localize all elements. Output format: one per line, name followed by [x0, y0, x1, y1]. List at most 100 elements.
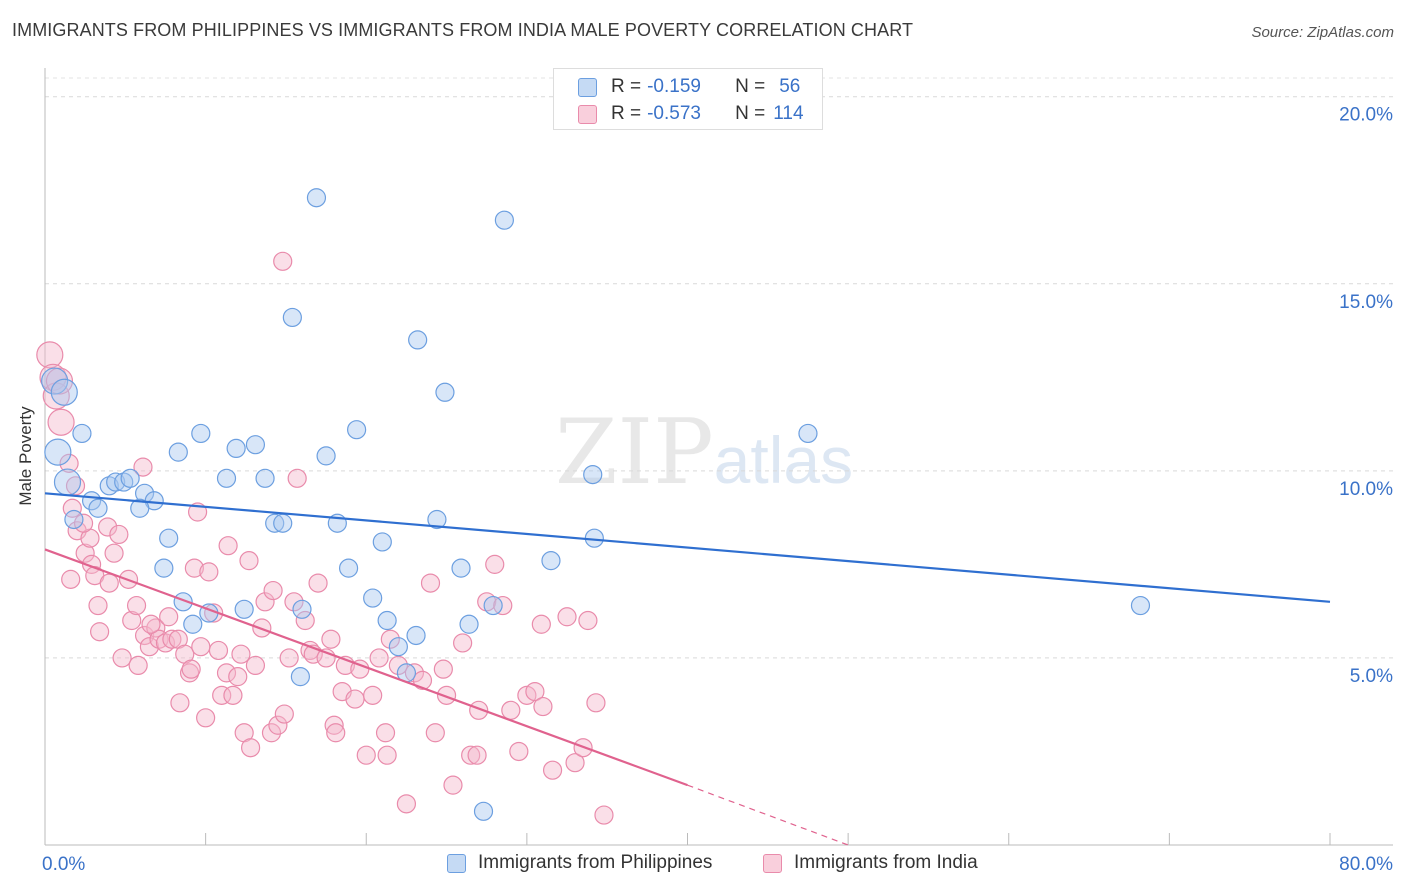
- india-point: [263, 580, 283, 601]
- chart-title: IMMIGRANTS FROM PHILIPPINES VS IMMIGRANT…: [12, 20, 914, 40]
- philippines-point: [226, 438, 246, 459]
- india-point: [134, 625, 155, 646]
- india-point: [287, 468, 307, 488]
- philippines-legend-label: Immigrants from Philippines: [478, 852, 713, 873]
- watermark-zip: ZIP: [555, 400, 714, 505]
- india-point: [212, 685, 232, 705]
- india-point: [493, 595, 513, 616]
- india-r-label: R =: [611, 103, 642, 124]
- philippines-point: [216, 468, 237, 488]
- philippines-point: [154, 558, 174, 578]
- india-trend-extension: [687, 784, 849, 846]
- india-point: [433, 659, 453, 679]
- india-point: [274, 704, 294, 724]
- india-point: [75, 543, 95, 563]
- india-point: [542, 760, 563, 780]
- source-credit: Source: ZipAtlas.com: [1251, 24, 1394, 41]
- philippines-point: [372, 532, 392, 552]
- india-point: [216, 663, 237, 683]
- tick-labels: 5.0% 10.0% 15.0% 20.0% 0.0% 80.0%: [42, 105, 1393, 875]
- philippines-point: [494, 210, 514, 230]
- philippines-point: [159, 528, 179, 548]
- india-n-label: N =: [735, 103, 766, 124]
- india-point: [380, 629, 400, 649]
- philippines-point: [130, 498, 150, 518]
- india-point: [453, 633, 473, 653]
- india-point: [231, 644, 251, 664]
- india-point: [308, 573, 328, 593]
- philippines-point: [64, 509, 84, 530]
- india-point: [425, 723, 445, 743]
- india-point: [295, 610, 315, 631]
- watermark: ZIPatlas: [555, 400, 853, 505]
- india-point: [36, 341, 64, 369]
- x-tick-label: 0.0%: [42, 854, 85, 875]
- india-point: [279, 648, 299, 668]
- india-point: [191, 637, 211, 657]
- philippines-point: [473, 801, 494, 821]
- india-point: [533, 696, 553, 717]
- legend-row-philippines: R = -0.159 N = 56: [578, 75, 800, 99]
- india-point: [255, 592, 275, 612]
- philippines-point: [435, 382, 455, 402]
- india-point: [239, 551, 259, 571]
- india-point: [326, 723, 346, 743]
- philippines-point: [168, 442, 188, 462]
- india-point: [388, 655, 408, 676]
- india-point: [126, 595, 147, 616]
- philippines-r-value: -0.159: [647, 76, 701, 97]
- india-point: [196, 708, 216, 728]
- india-point: [218, 536, 238, 556]
- philippines-point: [377, 610, 397, 631]
- philippines-point: [120, 468, 140, 488]
- india-point: [139, 637, 160, 657]
- india-point: [485, 554, 505, 574]
- philippines-point: [459, 614, 479, 634]
- india-point: [184, 558, 204, 578]
- philippines-point: [363, 588, 383, 608]
- philippines-point: [290, 667, 310, 687]
- y-axis-label: Male Poverty: [16, 406, 35, 506]
- philippines-n-value: 56: [779, 76, 801, 97]
- india-point: [321, 629, 341, 649]
- philippines-point: [316, 446, 336, 466]
- india-point: [199, 562, 219, 582]
- india-n-value: 114: [773, 103, 804, 124]
- india-point: [159, 607, 179, 627]
- y-tick-label: 20.0%: [1339, 105, 1393, 126]
- philippines-points: [41, 188, 1151, 821]
- india-point: [586, 693, 606, 713]
- philippines-point: [72, 423, 92, 444]
- philippines-point: [106, 472, 126, 492]
- india-point: [128, 655, 148, 676]
- india-point: [181, 659, 201, 679]
- india-point: [284, 592, 304, 612]
- india-point: [170, 693, 190, 713]
- series-legend-philippines: Immigrants from Philippines: [447, 852, 712, 874]
- india-point: [345, 689, 365, 709]
- india-point: [525, 681, 545, 702]
- philippines-point: [282, 307, 302, 328]
- india-point: [396, 794, 417, 814]
- india-point: [133, 457, 153, 477]
- india-legend-label: Immigrants from India: [794, 852, 978, 873]
- india-point: [436, 685, 457, 705]
- philippines-point: [88, 498, 108, 518]
- india-trend-line: [44, 548, 688, 787]
- india-point: [557, 607, 577, 627]
- india-point: [241, 738, 261, 758]
- philippines-point: [273, 513, 293, 533]
- india-point: [228, 667, 248, 687]
- india-point: [90, 622, 110, 642]
- philippines-point: [406, 625, 426, 646]
- india-points: [36, 251, 614, 825]
- philippines-point: [292, 599, 312, 619]
- philippines-point: [427, 509, 447, 530]
- india-point: [356, 745, 376, 765]
- philippines-point: [451, 558, 471, 578]
- india-legend-swatch: [763, 853, 782, 873]
- india-point: [412, 670, 433, 690]
- india-point: [73, 513, 94, 533]
- india-point: [467, 745, 487, 765]
